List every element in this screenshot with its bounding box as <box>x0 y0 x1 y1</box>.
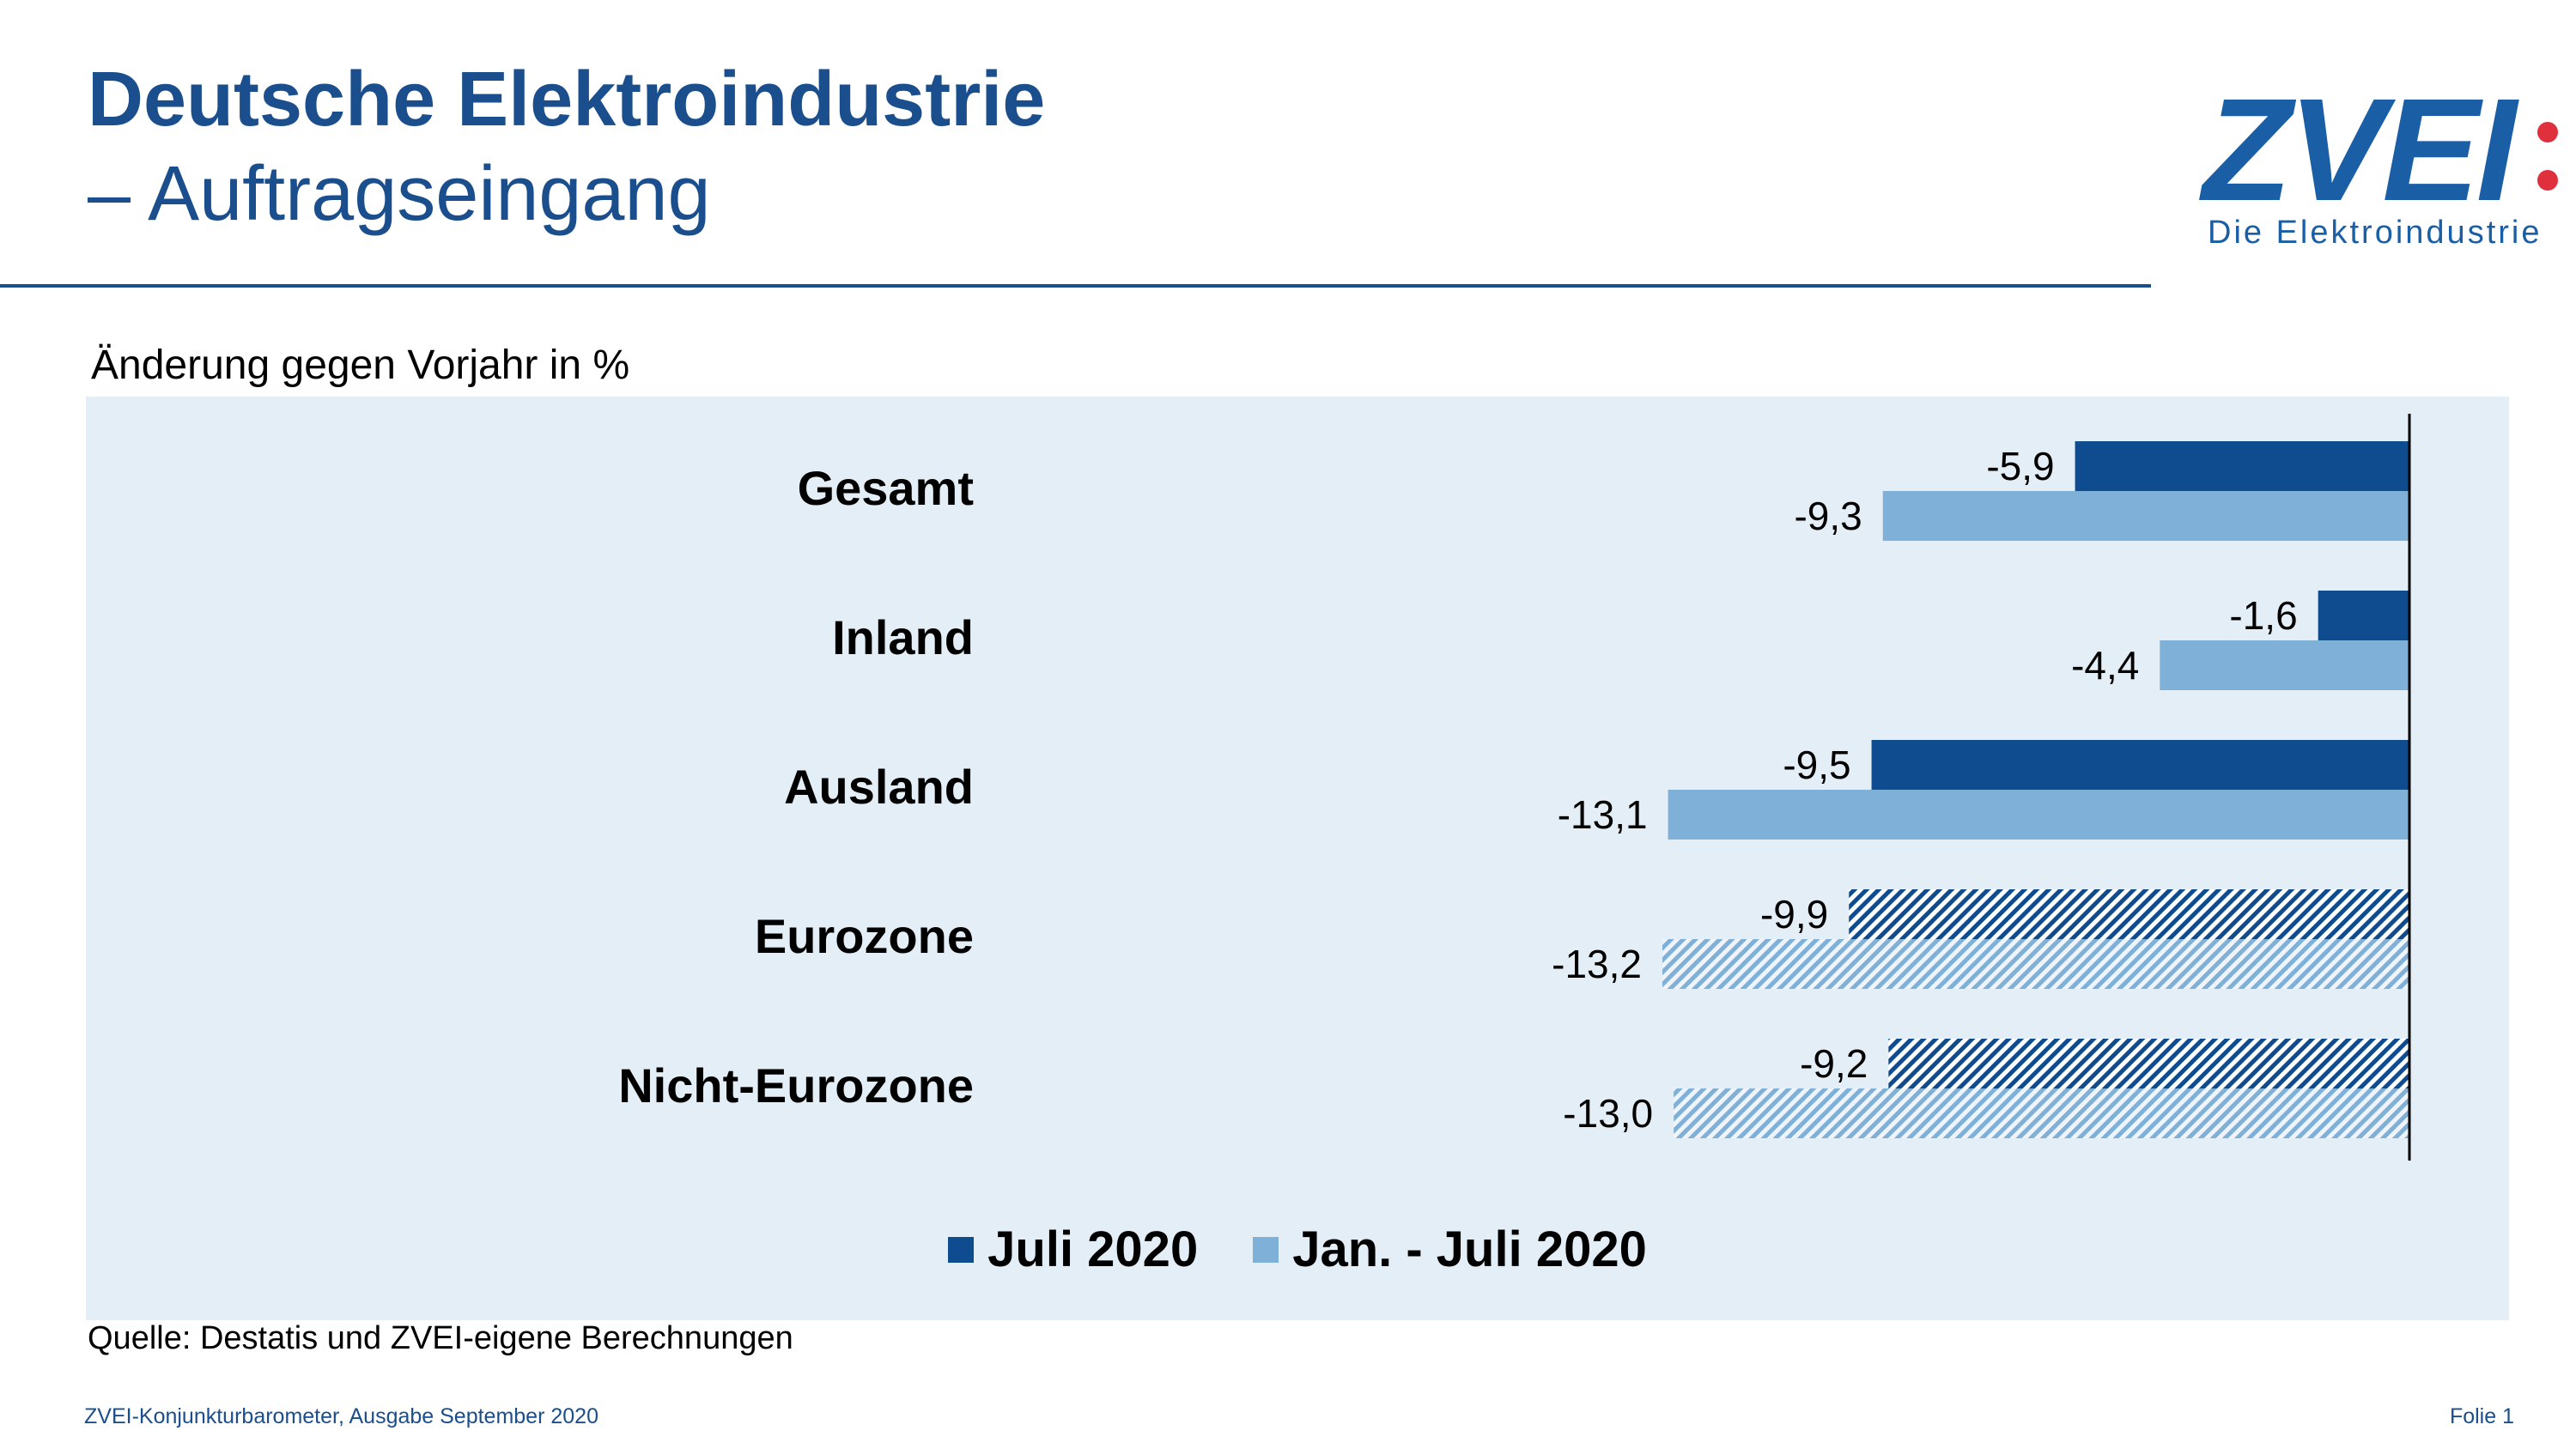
data-label: -13,1 <box>1558 792 1648 837</box>
category-label: Gesamt <box>798 461 974 515</box>
data-label: -9,3 <box>1794 494 1862 538</box>
logo-wordmark: ZVEI <box>2202 69 2517 232</box>
data-label: -4,4 <box>2071 643 2139 688</box>
category-label: Ausland <box>784 760 974 814</box>
data-label: -9,9 <box>1760 892 1828 937</box>
data-label: -1,6 <box>2229 593 2297 638</box>
legend-item-series-2: Jan. - Juli 2020 <box>1253 1221 1647 1278</box>
legend-swatch-dark <box>948 1236 975 1263</box>
bar <box>1662 939 2409 989</box>
bar <box>2318 591 2409 640</box>
data-label: -13,2 <box>1552 942 1642 986</box>
bar-chart: Gesamt -5,9 -9,3 Inland -1,6 -4,4 Ausland -9,5 -… <box>618 414 2411 1161</box>
header-divider <box>0 284 2151 288</box>
category-label: Inland <box>832 610 974 664</box>
category-label: Nicht-Eurozone <box>618 1058 974 1113</box>
bar <box>1674 1088 2409 1138</box>
legend-label-series-1: Juli 2020 <box>987 1222 1199 1277</box>
data-label: -13,0 <box>1563 1091 1653 1136</box>
bar <box>1871 740 2409 790</box>
chart-panel: Gesamt -5,9 -9,3 Inland -1,6 -4,4 Ausland -9,5 -… <box>86 397 2509 1320</box>
source-note: Quelle: Destatis und ZVEI-eigene Berechn… <box>88 1320 793 1356</box>
bar <box>2075 441 2409 491</box>
chart-axis-label: Änderung gegen Vorjahr in % <box>91 343 630 388</box>
bar <box>1882 491 2409 541</box>
bar <box>2160 640 2409 690</box>
chart-legend: Juli 2020 Jan. - Juli 2020 <box>86 1221 2509 1278</box>
footer-publication: ZVEI-Konjunkturbarometer, Ausgabe Septem… <box>84 1404 598 1428</box>
legend-swatch-light <box>1253 1236 1279 1263</box>
logo-dot-bottom <box>2537 170 2558 191</box>
legend-label-series-2: Jan. - Juli 2020 <box>1292 1222 1647 1277</box>
zvei-logo: ZVEI Die Elektroindustrie <box>2202 77 2563 262</box>
data-label: -9,2 <box>1800 1041 1868 1086</box>
category-label: Eurozone <box>755 909 974 963</box>
data-label: -9,5 <box>1783 743 1850 787</box>
bar <box>1888 1039 2409 1088</box>
logo-tagline: Die Elektroindustrie <box>2208 215 2543 251</box>
data-label: -5,9 <box>1986 444 2054 488</box>
bar <box>1849 889 2409 939</box>
page-subtitle: – Auftragseingang <box>88 151 711 237</box>
bar <box>1668 790 2409 840</box>
legend-item-series-1: Juli 2020 <box>948 1221 1198 1278</box>
logo-dot-top <box>2537 122 2558 142</box>
footer-slide-number: Folie 1 <box>2449 1404 2514 1428</box>
page-title: Deutsche Elektroindustrie <box>88 57 1046 142</box>
